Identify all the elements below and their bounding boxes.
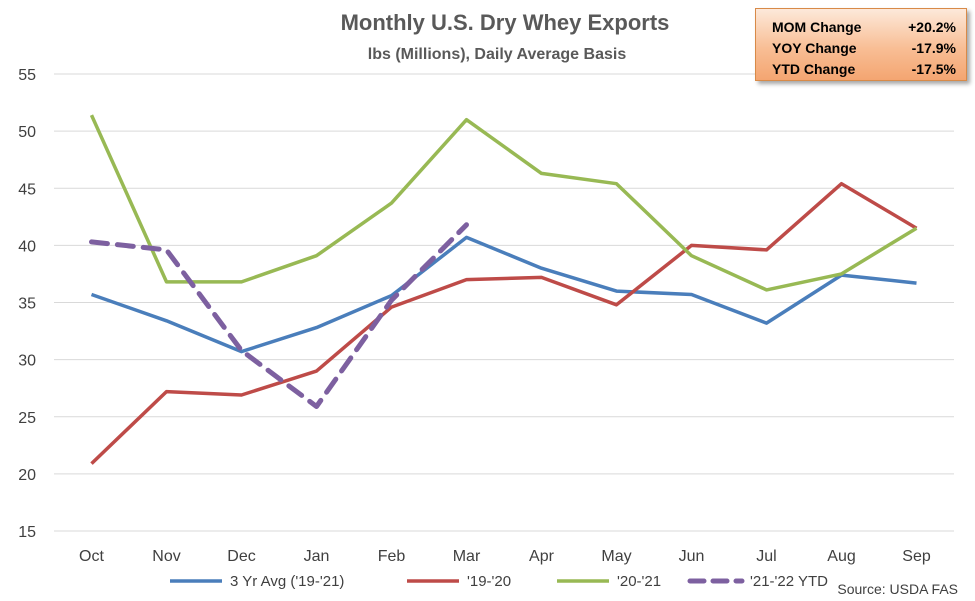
y-tick-label: 45 [18, 181, 36, 198]
x-tick-label: Jun [679, 548, 705, 565]
y-tick-label: 30 [18, 353, 36, 370]
x-tick-label: May [601, 548, 631, 565]
stat-label: MOM Change [772, 19, 862, 35]
legend-label: 3 Yr Avg ('19-'21) [230, 573, 344, 590]
x-tick-label: Apr [529, 548, 555, 565]
legend: 3 Yr Avg ('19-'21) '19-'20 '20-'21 '21-'22 … [170, 573, 828, 590]
x-tick-label: Aug [827, 548, 855, 565]
y-tick-label: 55 [18, 67, 36, 84]
change-stats-box: MOM Change +20.2% YOY Change -17.9% YTD … [755, 8, 967, 81]
x-tick-label: Feb [378, 548, 406, 565]
y-tick-label: 40 [18, 238, 36, 255]
series-line-4 [89, 222, 469, 409]
x-tick-label: Dec [227, 548, 255, 565]
source-note: Source: USDA FAS [837, 581, 958, 597]
stat-label: YTD Change [772, 61, 856, 77]
y-axis: 15 20 25 30 35 40 45 50 55 [18, 67, 36, 541]
x-tick-label: Nov [152, 548, 180, 565]
stat-value: -17.5% [911, 61, 956, 77]
chart-subtitle: lbs (Millions), Daily Average Basis [368, 46, 627, 63]
stat-value: -17.9% [911, 40, 956, 56]
y-tick-label: 15 [18, 524, 36, 541]
x-tick-label: Jan [304, 548, 330, 565]
legend-label: '21-'22 YTD [750, 573, 828, 590]
stat-label: YOY Change [772, 40, 857, 56]
series-lines [89, 114, 918, 465]
legend-label: '20-'21 [617, 573, 661, 590]
x-tick-label: Jul [756, 548, 776, 565]
x-axis: Oct Nov Dec Jan Feb Mar Apr May Jun Jul Aug Sep [79, 548, 931, 565]
stat-value: +20.2% [908, 19, 956, 35]
stat-row-ytd: YTD Change -17.5% [772, 59, 956, 80]
chart-title: Monthly U.S. Dry Whey Exports [341, 10, 670, 35]
y-tick-label: 35 [18, 296, 36, 313]
series-line-2 [90, 181, 918, 465]
y-tick-label: 50 [18, 124, 36, 141]
x-tick-label: Oct [79, 548, 104, 565]
stat-row-mom: MOM Change +20.2% [772, 17, 956, 38]
stat-row-yoy: YOY Change -17.9% [772, 38, 956, 59]
legend-label: '19-'20 [467, 573, 511, 590]
gridlines [54, 73, 954, 532]
series-line-3 [89, 114, 918, 292]
x-tick-label: Sep [902, 548, 931, 565]
series-line-1 [90, 235, 917, 354]
y-tick-label: 20 [18, 467, 36, 484]
x-tick-label: Mar [453, 548, 481, 565]
y-tick-label: 25 [18, 410, 36, 427]
